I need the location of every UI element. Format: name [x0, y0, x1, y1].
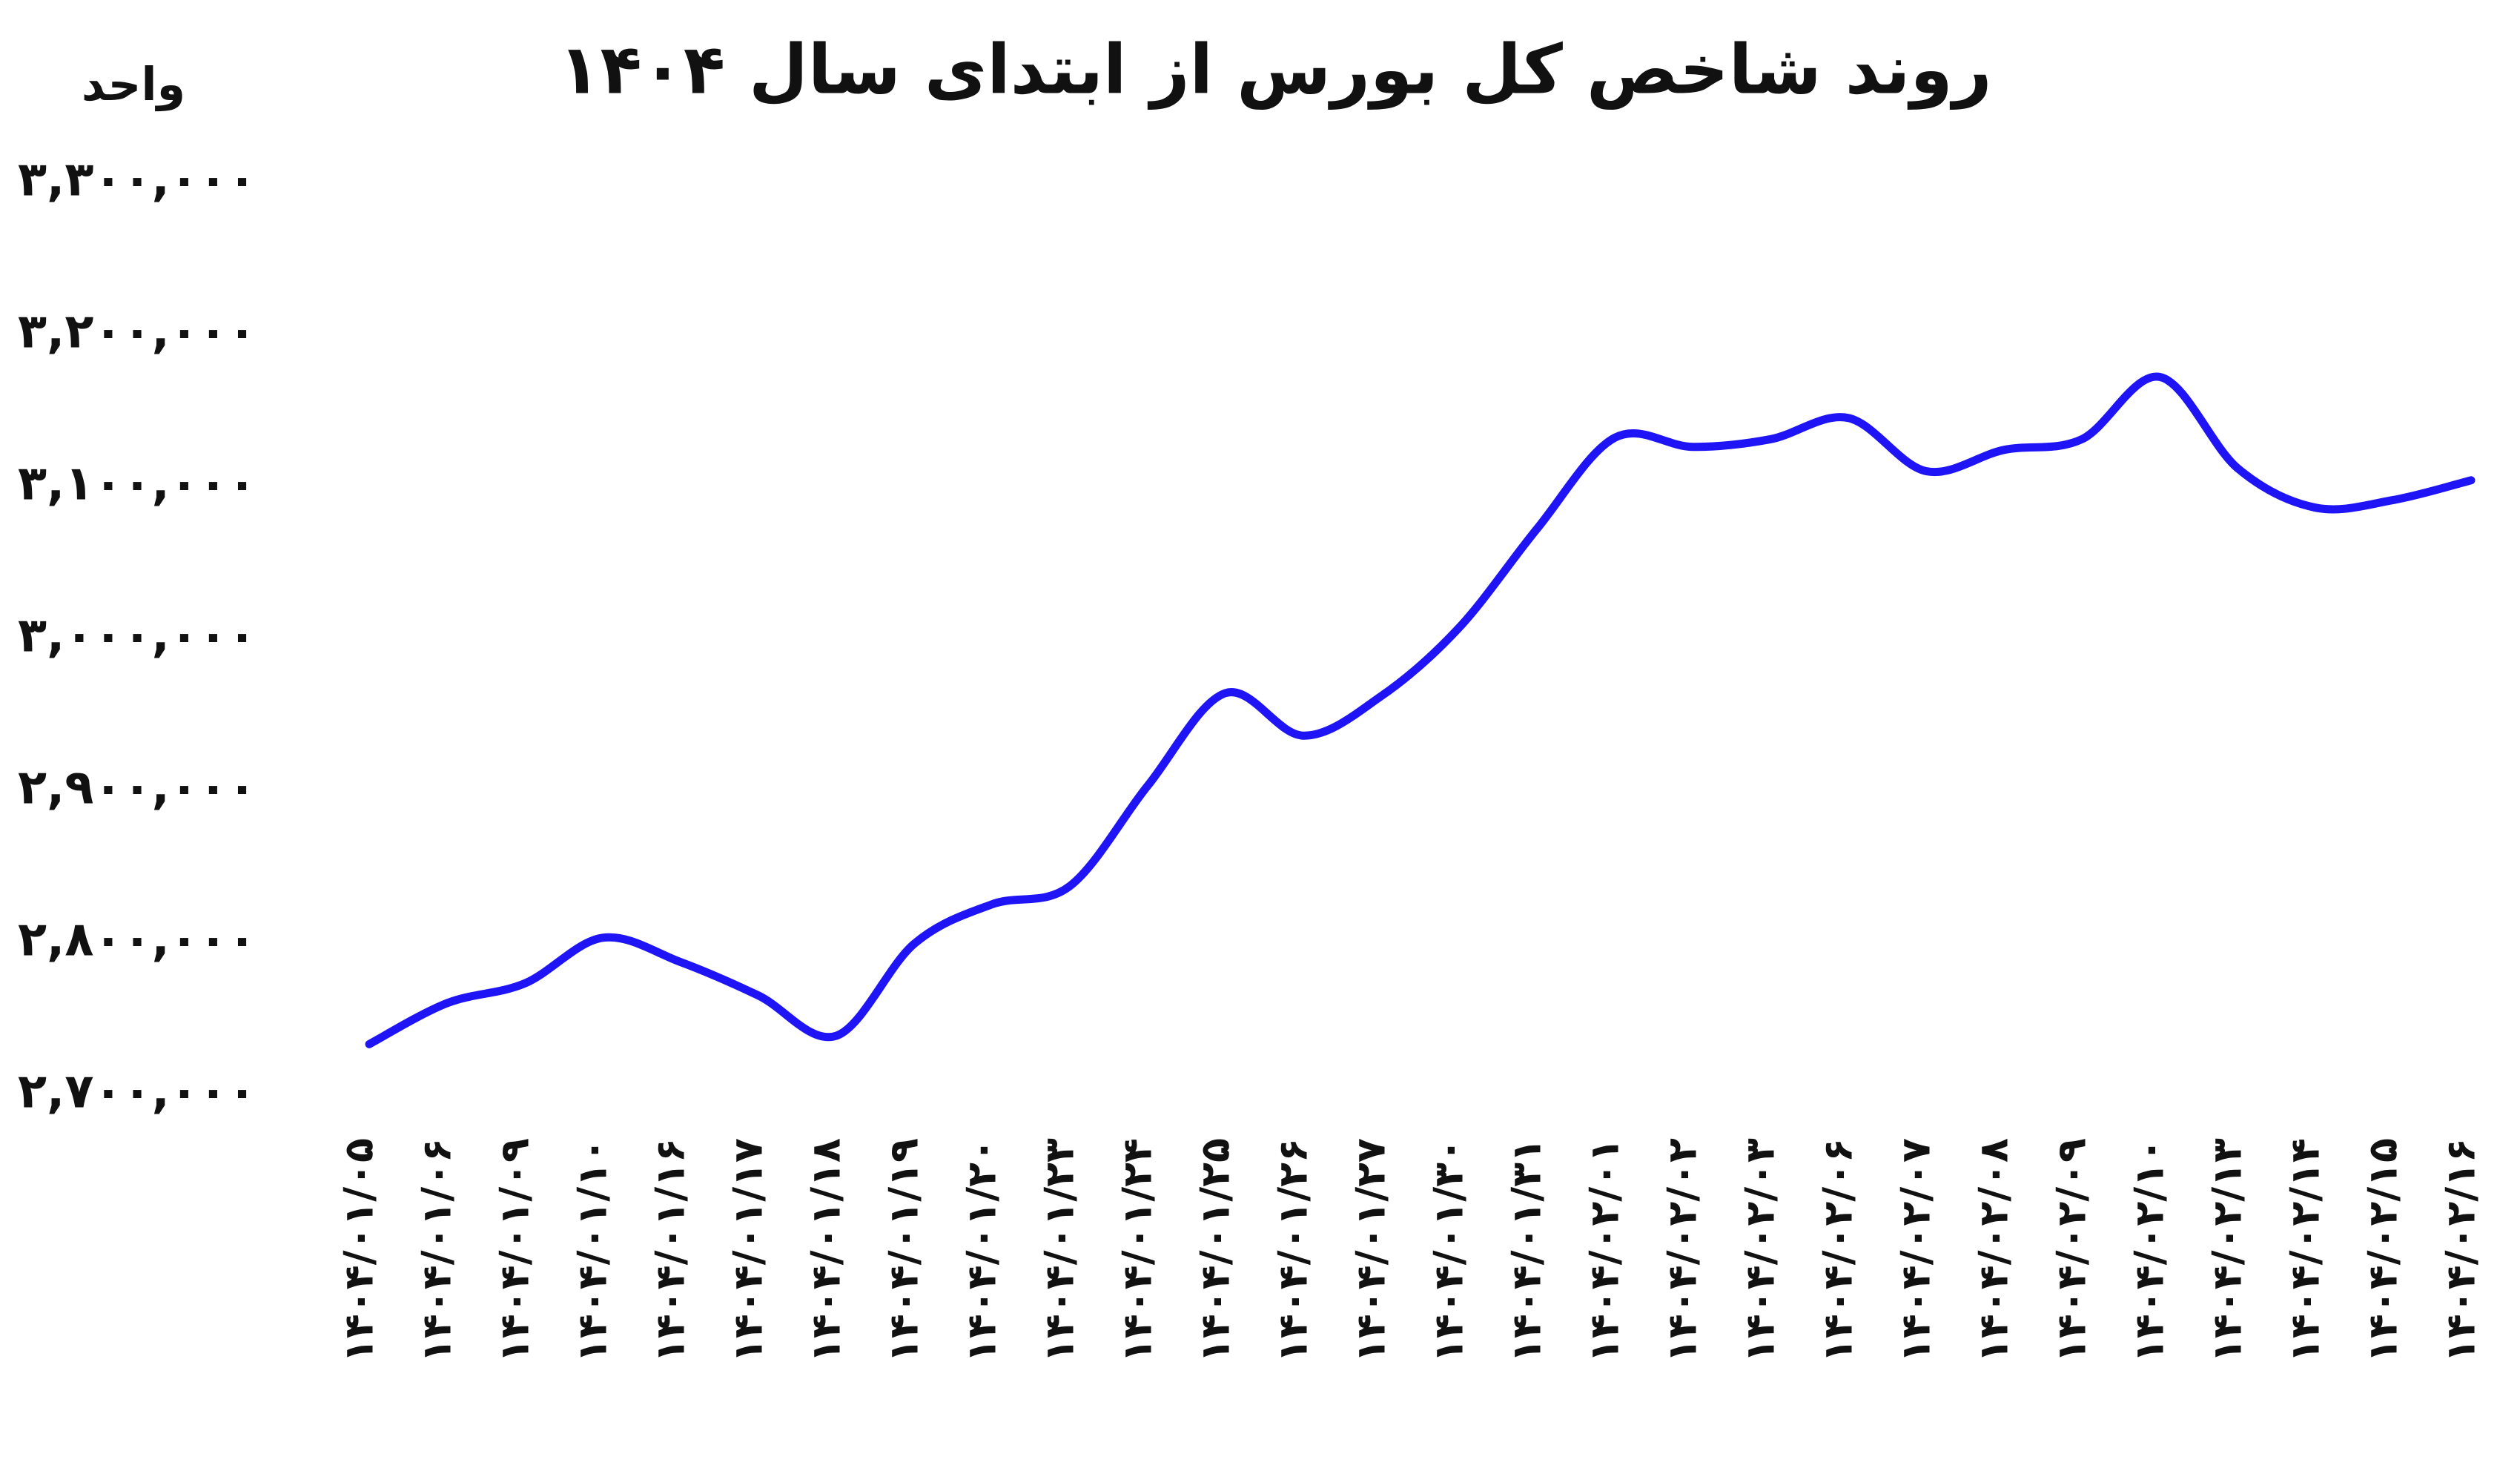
y-tick-label: ۲,۹۰۰,۰۰۰ — [18, 761, 257, 816]
x-tick-label: ۱۴۰۴/۰۱/۲۴ — [1114, 1138, 1161, 1363]
y-tick-label: ۳,۱۰۰,۰۰۰ — [18, 457, 257, 512]
y-axis-label: واحد — [82, 57, 185, 111]
x-tick-label: ۱۴۰۴/۰۲/۱۴ — [2282, 1138, 2329, 1363]
x-tick-label: ۱۴۰۴/۰۱/۰۵ — [336, 1138, 383, 1363]
x-tick-label: ۱۴۰۴/۰۱/۱۹ — [881, 1138, 927, 1363]
x-tick-label: ۱۴۰۴/۰۲/۱۶ — [2438, 1138, 2484, 1363]
x-tick-label: ۱۴۰۴/۰۱/۰۹ — [492, 1138, 538, 1363]
x-tick-label: ۱۴۰۴/۰۲/۰۲ — [1659, 1138, 1706, 1363]
y-tick-label: ۳,۲۰۰,۰۰۰ — [18, 305, 257, 360]
y-tick-label: ۲,۸۰۰,۰۰۰ — [18, 913, 257, 968]
x-tick-label: ۱۴۰۴/۰۱/۲۷ — [1348, 1138, 1395, 1363]
x-tick-label: ۱۴۰۴/۰۱/۲۰ — [959, 1138, 1005, 1363]
x-tick-label: ۱۴۰۴/۰۲/۰۶ — [1815, 1138, 1862, 1363]
x-tick-label: ۱۴۰۴/۰۲/۱۰ — [2126, 1138, 2173, 1363]
x-tick-label: ۱۴۰۴/۰۱/۱۶ — [647, 1138, 694, 1363]
x-tick-label: ۱۴۰۴/۰۲/۱۳ — [2204, 1138, 2251, 1363]
x-tick-label: ۱۴۰۴/۰۱/۱۷ — [725, 1138, 772, 1363]
y-tick-label: ۲,۷۰۰,۰۰۰ — [18, 1065, 257, 1120]
x-tick-label: ۱۴۰۴/۰۲/۰۱ — [1581, 1138, 1628, 1363]
x-tick-label: ۱۴۰۴/۰۱/۰۶ — [414, 1138, 460, 1363]
x-tick-label: ۱۴۰۴/۰۱/۳۱ — [1504, 1138, 1550, 1363]
x-tick-label: ۱۴۰۴/۰۱/۲۶ — [1270, 1138, 1317, 1363]
x-tick-label: ۱۴۰۴/۰۱/۲۵ — [1192, 1138, 1239, 1363]
y-tick-label: ۳,۰۰۰,۰۰۰ — [18, 609, 257, 664]
x-tick-label: ۱۴۰۴/۰۲/۰۹ — [2048, 1138, 2095, 1363]
x-tick-label: ۱۴۰۴/۰۲/۰۳ — [1737, 1138, 1784, 1363]
chart-title: روند شاخص کل بورس از ابتدای سال ۱۴۰۴ — [558, 30, 1991, 110]
y-tick-label: ۳,۳۰۰,۰۰۰ — [18, 153, 257, 208]
x-tick-label: ۱۴۰۴/۰۱/۱۸ — [803, 1138, 850, 1363]
x-tick-label: ۱۴۰۴/۰۱/۲۳ — [1036, 1138, 1083, 1363]
x-tick-label: ۱۴۰۴/۰۱/۱۰ — [569, 1138, 616, 1363]
x-tick-label: ۱۴۰۴/۰۲/۱۵ — [2360, 1138, 2407, 1363]
data-line — [365, 372, 2476, 1048]
x-tick-label: ۱۴۰۴/۰۱/۳۰ — [1426, 1138, 1472, 1363]
x-tick-label: ۱۴۰۴/۰۲/۰۷ — [1893, 1138, 1939, 1363]
x-tick-label: ۱۴۰۴/۰۲/۰۸ — [1971, 1138, 2017, 1363]
